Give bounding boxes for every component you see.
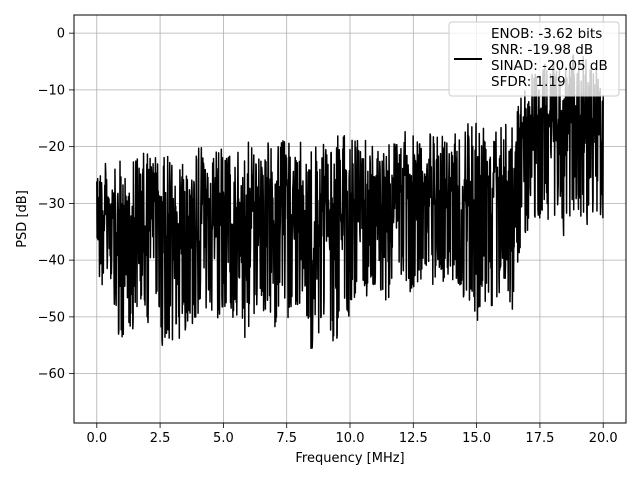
y-tick-label: −50	[38, 310, 65, 325]
legend: ENOB: -3.62 bits SNR: -19.98 dB SINAD: -…	[448, 21, 620, 97]
x-tick-label: 20.0	[589, 431, 618, 446]
y-tick-label: −10	[38, 83, 65, 98]
legend-entry-enob: ENOB: -3.62 bits	[491, 26, 602, 42]
y-tick-label: 0	[57, 27, 65, 42]
y-tick-label: −30	[38, 197, 65, 212]
y-tick-label: −40	[38, 254, 65, 269]
x-tick-label: 0.0	[86, 431, 107, 446]
y-ticks: 0 −10 −20 −30 −40 −50 −60	[38, 27, 74, 382]
x-ticks: 0.0 2.5 5.0 7.5 10.0 12.5 15.0 17.5 20.0	[86, 423, 618, 446]
x-tick-label: 7.5	[276, 431, 297, 446]
legend-entry-sinad: SINAD: -20.05 dB	[491, 58, 608, 74]
x-tick-label: 10.0	[336, 431, 365, 446]
x-tick-label: 17.5	[525, 431, 554, 446]
legend-box	[448, 21, 620, 97]
x-tick-label: 15.0	[462, 431, 491, 446]
x-tick-label: 5.0	[213, 431, 234, 446]
y-tick-label: −60	[38, 367, 65, 382]
y-tick-label: −20	[38, 140, 65, 155]
legend-entry-sfdr: SFDR: 1.19	[491, 74, 566, 90]
x-tick-label: 12.5	[399, 431, 428, 446]
psd-series-line	[96, 54, 604, 350]
series-group	[96, 54, 604, 350]
x-tick-label: 2.5	[150, 431, 171, 446]
x-axis-label: Frequency [MHz]	[295, 451, 404, 466]
y-axis-label: PSD [dB]	[15, 190, 30, 248]
legend-entry-snr: SNR: -19.98 dB	[491, 42, 593, 58]
